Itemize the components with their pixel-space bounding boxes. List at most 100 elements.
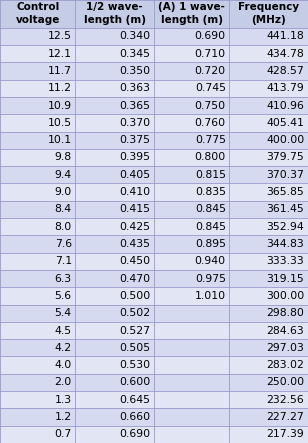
Text: 1.3: 1.3 [55, 395, 72, 405]
Bar [0, 149, 75, 166]
Text: 0.645: 0.645 [119, 395, 150, 405]
Text: 0.940: 0.940 [195, 256, 226, 266]
Bar [154, 408, 229, 426]
Text: 0.415: 0.415 [119, 204, 150, 214]
Text: 1/2 wave-: 1/2 wave- [86, 3, 143, 12]
Text: 434.78: 434.78 [266, 49, 304, 58]
Bar [75, 270, 154, 287]
Bar [75, 322, 154, 339]
Bar [75, 149, 154, 166]
Bar [154, 0, 229, 28]
Text: 1.010: 1.010 [195, 291, 226, 301]
Bar [154, 132, 229, 149]
Bar [154, 183, 229, 201]
Text: 333.33: 333.33 [266, 256, 304, 266]
Bar [75, 426, 154, 443]
Text: 0.450: 0.450 [119, 256, 150, 266]
Text: 319.15: 319.15 [266, 274, 304, 284]
Bar [229, 45, 308, 62]
Bar [75, 218, 154, 235]
Text: 8.0: 8.0 [55, 222, 72, 232]
Bar [0, 305, 75, 322]
Bar [229, 97, 308, 114]
Text: length (m): length (m) [161, 15, 223, 25]
Bar [154, 235, 229, 253]
Bar [154, 374, 229, 391]
Bar [75, 408, 154, 426]
Text: 361.45: 361.45 [266, 204, 304, 214]
Bar [229, 166, 308, 183]
Text: 0.425: 0.425 [119, 222, 150, 232]
Bar [75, 114, 154, 132]
Bar [229, 80, 308, 97]
Bar [154, 45, 229, 62]
Bar [75, 235, 154, 253]
Bar [0, 80, 75, 97]
Text: 352.94: 352.94 [266, 222, 304, 232]
Bar [75, 183, 154, 201]
Bar [75, 0, 154, 28]
Text: 300.00: 300.00 [266, 291, 304, 301]
Text: 227.27: 227.27 [266, 412, 304, 422]
Text: 0.340: 0.340 [119, 31, 150, 41]
Bar [229, 235, 308, 253]
Text: 413.79: 413.79 [266, 83, 304, 93]
Text: 232.56: 232.56 [266, 395, 304, 405]
Bar [0, 218, 75, 235]
Bar [229, 287, 308, 305]
Bar [0, 183, 75, 201]
Bar [154, 62, 229, 80]
Text: 0.895: 0.895 [195, 239, 226, 249]
Bar [0, 391, 75, 408]
Text: 400.00: 400.00 [266, 135, 304, 145]
Bar [229, 28, 308, 45]
Bar [75, 287, 154, 305]
Bar [0, 201, 75, 218]
Bar [154, 149, 229, 166]
Bar [0, 62, 75, 80]
Text: 370.37: 370.37 [266, 170, 304, 180]
Bar [154, 166, 229, 183]
Bar [75, 28, 154, 45]
Text: 5.6: 5.6 [55, 291, 72, 301]
Text: 0.775: 0.775 [195, 135, 226, 145]
Bar [229, 183, 308, 201]
Bar [0, 374, 75, 391]
Text: 2.0: 2.0 [55, 377, 72, 388]
Bar [154, 322, 229, 339]
Text: length (m): length (m) [84, 15, 146, 25]
Text: 4.5: 4.5 [55, 326, 72, 335]
Text: 7.1: 7.1 [55, 256, 72, 266]
Bar [154, 391, 229, 408]
Bar [154, 218, 229, 235]
Text: 0.470: 0.470 [119, 274, 150, 284]
Text: 0.345: 0.345 [119, 49, 150, 58]
Bar [75, 62, 154, 80]
Bar [229, 114, 308, 132]
Text: 0.750: 0.750 [195, 101, 226, 111]
Text: 9.8: 9.8 [55, 152, 72, 163]
Bar [75, 339, 154, 357]
Text: 344.83: 344.83 [266, 239, 304, 249]
Text: 0.370: 0.370 [119, 118, 150, 128]
Text: 0.690: 0.690 [195, 31, 226, 41]
Bar [0, 287, 75, 305]
Text: 4.2: 4.2 [55, 343, 72, 353]
Text: 0.505: 0.505 [119, 343, 150, 353]
Bar [154, 287, 229, 305]
Bar [154, 339, 229, 357]
Text: 0.405: 0.405 [119, 170, 150, 180]
Bar [75, 305, 154, 322]
Text: Frequency: Frequency [238, 3, 299, 12]
Bar [75, 391, 154, 408]
Bar [154, 28, 229, 45]
Text: 9.4: 9.4 [55, 170, 72, 180]
Text: 0.350: 0.350 [119, 66, 150, 76]
Bar [229, 357, 308, 374]
Text: 0.527: 0.527 [119, 326, 150, 335]
Text: 217.39: 217.39 [266, 429, 304, 439]
Bar [75, 357, 154, 374]
Text: 4.0: 4.0 [55, 360, 72, 370]
Bar [75, 201, 154, 218]
Text: 410.96: 410.96 [266, 101, 304, 111]
